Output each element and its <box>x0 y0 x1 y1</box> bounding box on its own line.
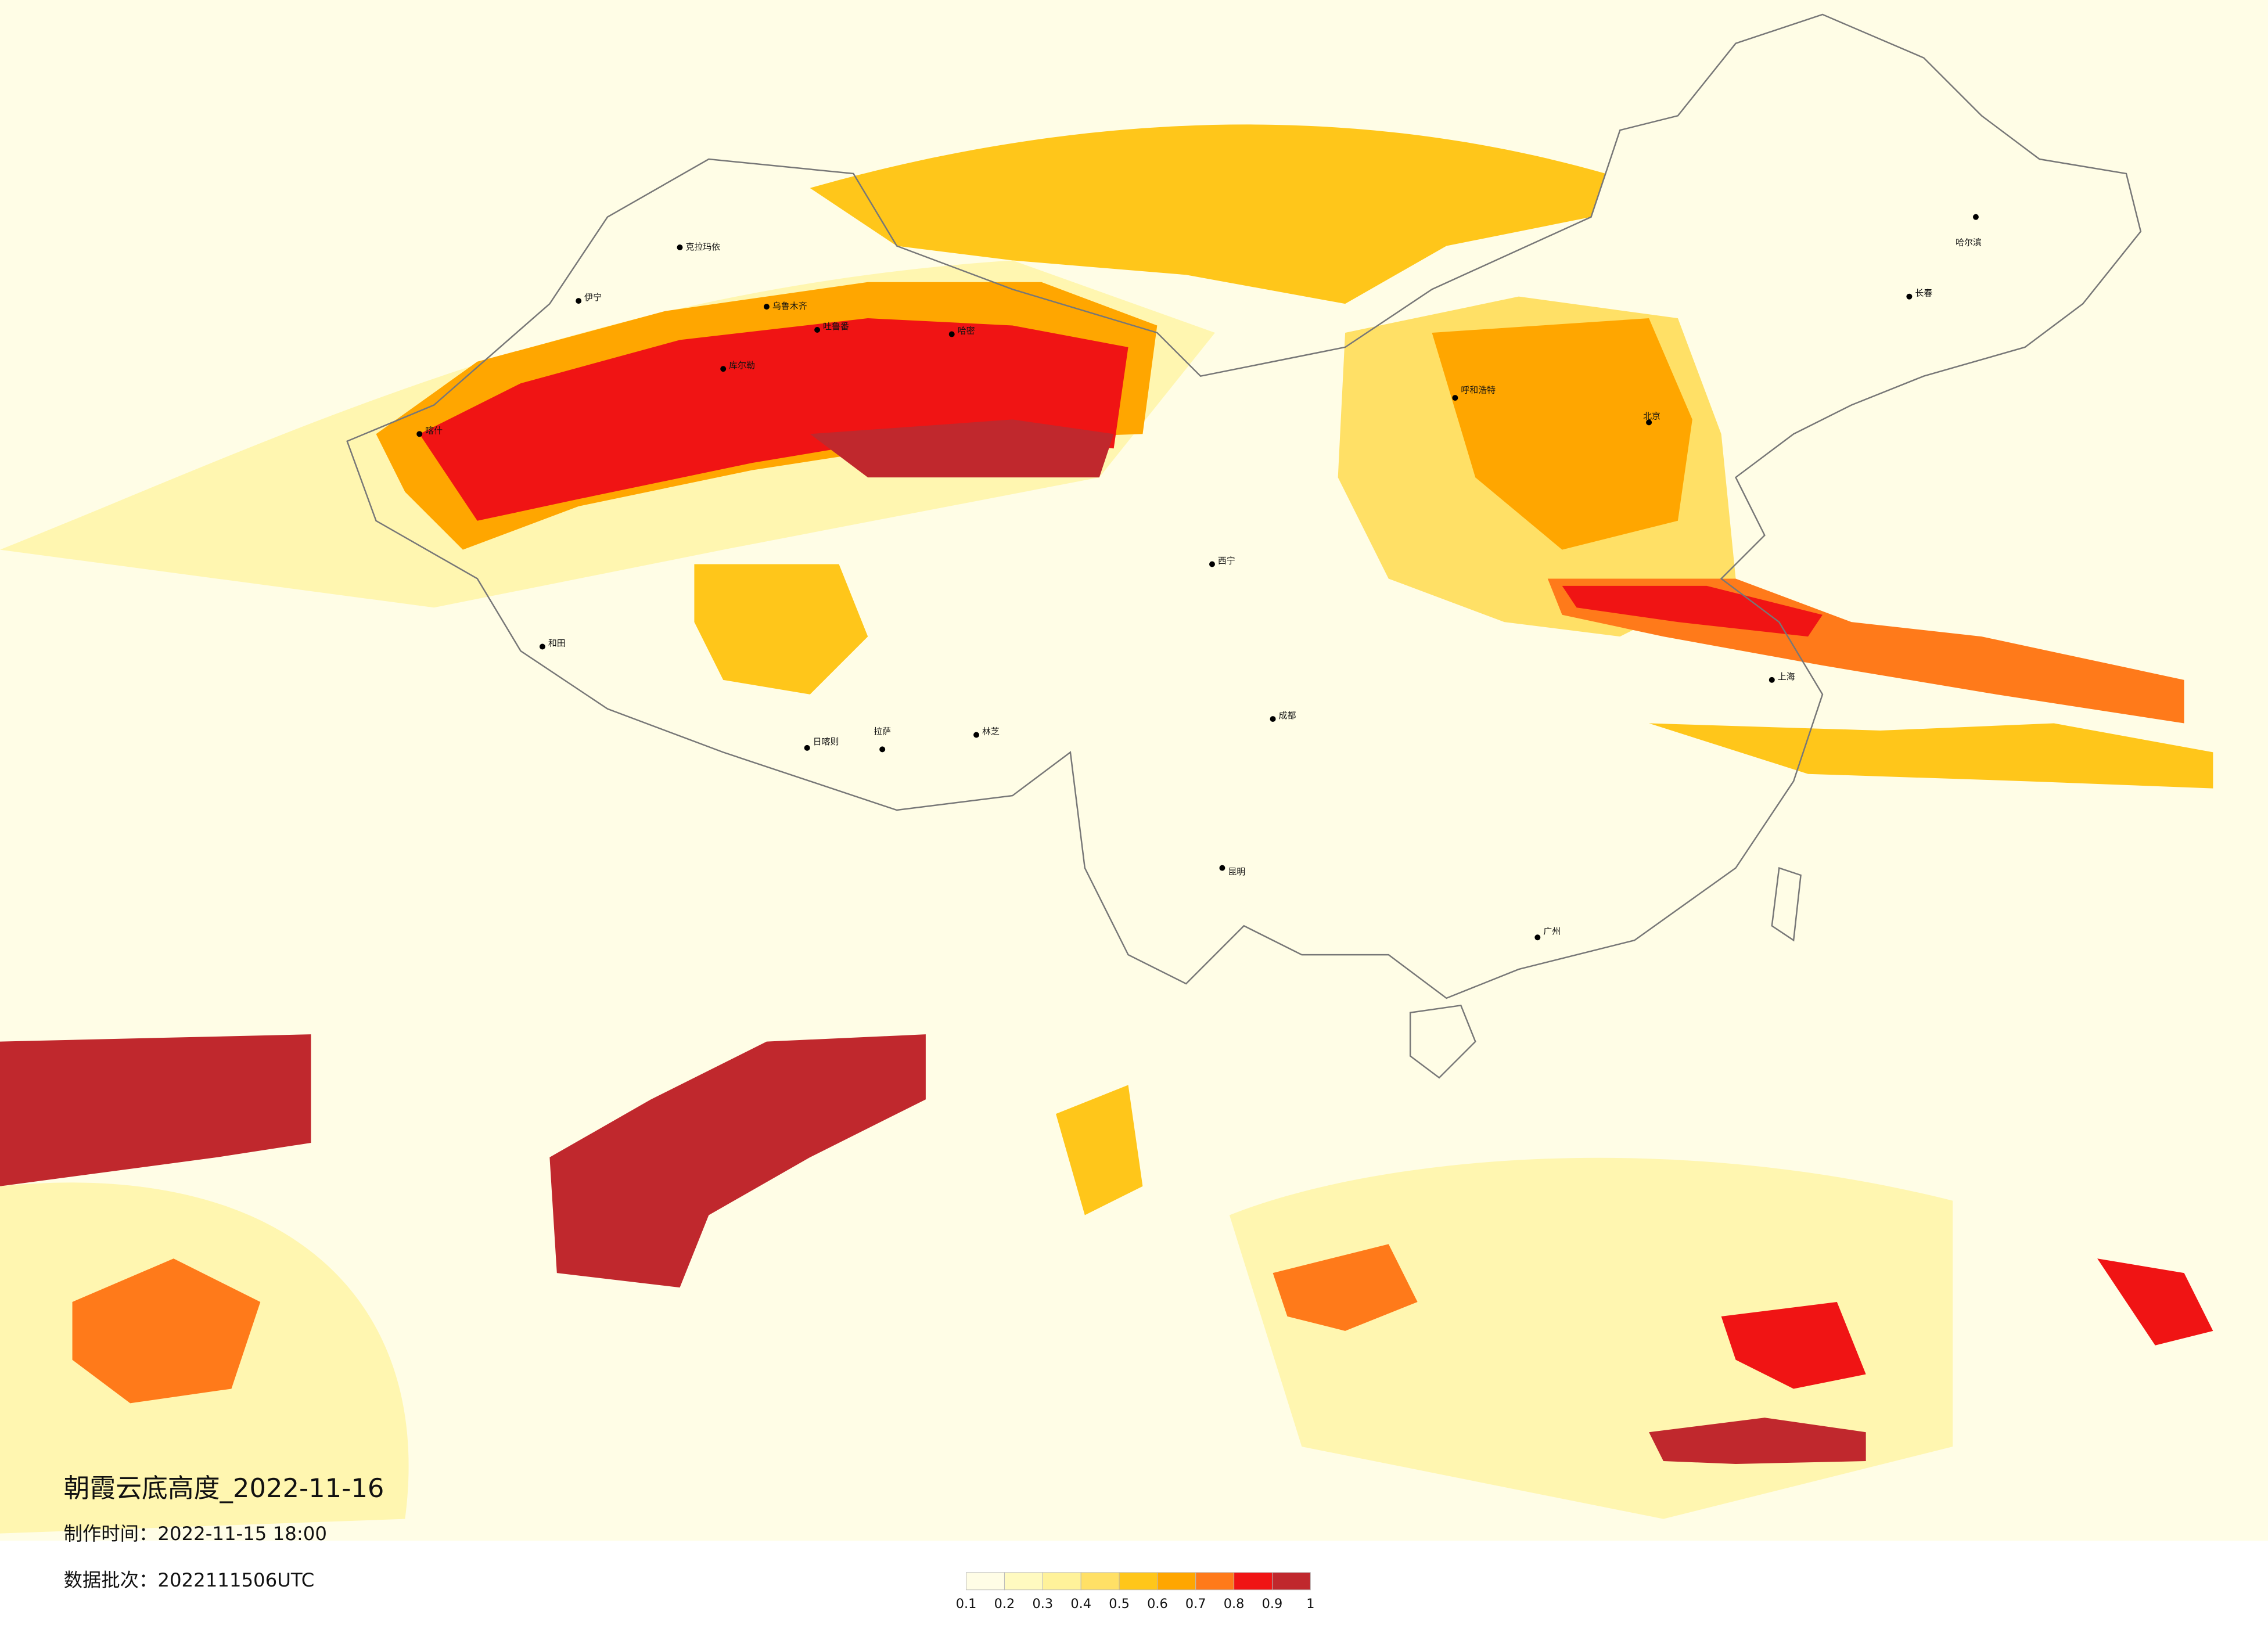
city-label: 哈尔滨 <box>1956 238 1982 248</box>
city-label: 上海 <box>1778 671 1795 682</box>
city-label: 吐鲁番 <box>823 321 849 332</box>
field-scs-orange <box>1056 1085 1143 1215</box>
city-dot <box>804 744 810 751</box>
city-dot <box>539 643 545 650</box>
legend: 0.1 0.2 0.3 0.4 0.5 0.6 0.7 0.8 0.9 1 <box>956 1572 1314 1611</box>
city-dot <box>1534 934 1541 941</box>
city-dot <box>416 431 423 437</box>
field-orange-north <box>810 124 1606 304</box>
city-label: 和田 <box>548 638 566 649</box>
city-dot <box>879 746 886 753</box>
legend-tick-label: 0.7 <box>1185 1596 1206 1611</box>
legend-swatch <box>1157 1572 1196 1591</box>
china-border <box>346 13 2142 999</box>
city-dot <box>576 298 582 304</box>
legend-tick-label: 0.8 <box>1224 1596 1245 1611</box>
city-label: 库尔勒 <box>729 360 755 370</box>
legend-swatch <box>966 1572 1005 1591</box>
city-dot <box>948 331 955 337</box>
legend-tick-label: 0.9 <box>1262 1596 1283 1611</box>
field-orange-north-china <box>1432 318 1692 550</box>
city-label: 喀什 <box>425 425 443 436</box>
field-tibet <box>694 564 868 695</box>
cities: 克拉玛依 乌鲁木齐 伊宁 哈密 吐鲁番 库尔勒 喀什 和田 拉萨 日喀则 林芝 … <box>416 214 1982 941</box>
legend-swatch <box>1119 1572 1158 1591</box>
city-label: 呼和浩特 <box>1461 385 1496 395</box>
legend-tick-label: 0.5 <box>1109 1596 1130 1611</box>
city-dot <box>973 732 980 738</box>
field-east-red <box>2097 1258 2213 1346</box>
map-title: 朝霞云底高度_2022-11-16 <box>64 1473 384 1503</box>
field-sw-orange <box>72 1258 261 1404</box>
field-yellow-east-sea <box>1649 723 2213 789</box>
field-darkred <box>810 419 1114 478</box>
city-label: 哈密 <box>958 325 975 336</box>
hainan-border <box>1409 1004 1476 1079</box>
city-dot <box>720 366 727 372</box>
city-label: 克拉玛依 <box>685 242 720 252</box>
field-sw-darkred <box>0 1034 311 1186</box>
city-label: 广州 <box>1543 926 1561 936</box>
city-dot <box>677 244 683 250</box>
field-pacific-orange <box>1273 1244 1418 1331</box>
city-label: 日喀则 <box>813 736 839 747</box>
legend-tick-label: 0.4 <box>1070 1596 1091 1611</box>
field-red-east <box>1562 585 1823 637</box>
legend-tick-label: 0.3 <box>1033 1596 1054 1611</box>
city-label: 北京 <box>1643 411 1660 421</box>
legend-swatch <box>1271 1572 1311 1591</box>
field-red <box>419 318 1128 521</box>
cloud-field <box>0 124 2213 1534</box>
city-dot <box>1219 865 1225 871</box>
city-label: 乌鲁木齐 <box>772 301 807 311</box>
legend-tick-label: 1 <box>1306 1596 1314 1611</box>
legend-swatch <box>1042 1572 1081 1591</box>
city-label: 西宁 <box>1218 556 1235 566</box>
taiwan-border <box>1771 866 1802 942</box>
city-label: 昆明 <box>1228 866 1245 877</box>
city-label: 拉萨 <box>874 726 891 736</box>
legend-swatch <box>1234 1572 1273 1591</box>
legend-swatch <box>1080 1572 1120 1591</box>
city-dot <box>1972 214 1979 220</box>
city-label: 长春 <box>1915 288 1932 298</box>
city-dot <box>1452 395 1458 401</box>
legend-swatch <box>1195 1572 1235 1591</box>
legend-tick-label: 0.1 <box>956 1596 977 1611</box>
city-dot <box>1209 561 1215 567</box>
city-dot <box>1769 677 1775 683</box>
legend-swatch <box>1004 1572 1043 1591</box>
city-dot <box>1270 716 1276 722</box>
city-label: 成都 <box>1279 710 1296 721</box>
city-dot <box>814 326 821 333</box>
city-dot <box>1906 293 1913 300</box>
legend-tick-label: 0.2 <box>994 1596 1015 1611</box>
production-time: 制作时间：2022-11-15 18:00 <box>64 1523 327 1545</box>
city-dot <box>763 304 770 310</box>
field-pacific-darkred <box>1649 1418 1866 1464</box>
field-ocean-darkred <box>549 1034 926 1288</box>
field-pacific-red <box>1721 1301 1866 1389</box>
city-dot <box>1646 419 1652 426</box>
data-batch: 数据批次：2022111506UTC <box>64 1569 315 1591</box>
legend-tick-label: 0.6 <box>1147 1596 1168 1611</box>
city-label: 林芝 <box>982 726 1000 736</box>
city-label: 伊宁 <box>584 292 602 303</box>
